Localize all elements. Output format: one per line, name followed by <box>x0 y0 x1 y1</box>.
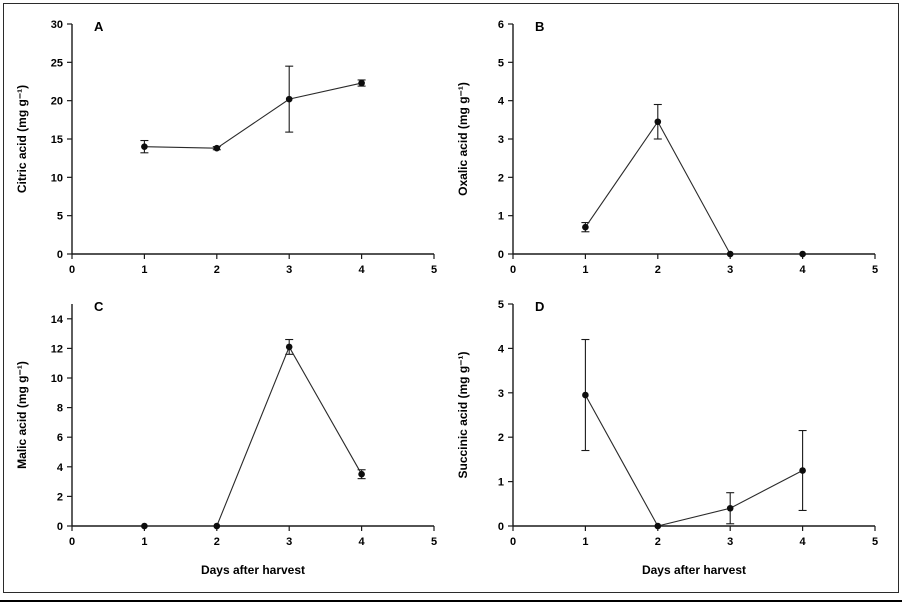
svg-text:1: 1 <box>582 264 588 276</box>
figure-frame: 0 1 2 3 4 5 0 5 10 15 20 25 30 Citric acid (mg g⁻¹) A … <box>3 3 899 593</box>
svg-text:5: 5 <box>431 264 437 276</box>
svg-text:Days after harvest: Days after harvest <box>201 563 305 577</box>
svg-text:1: 1 <box>498 211 504 223</box>
svg-text:0: 0 <box>69 536 75 548</box>
svg-text:2: 2 <box>498 432 504 444</box>
svg-text:2: 2 <box>655 264 661 276</box>
svg-text:Oxalic acid (mg g⁻¹): Oxalic acid (mg g⁻¹) <box>456 82 470 196</box>
panel-d-chart: 0 1 2 3 4 5 0 1 2 3 4 5 Succinic acid (mg g⁻¹) Days a… <box>456 299 878 577</box>
svg-text:0: 0 <box>69 264 75 276</box>
svg-text:3: 3 <box>286 536 292 548</box>
svg-text:4: 4 <box>498 343 505 355</box>
panel-a: 0 1 2 3 4 5 0 5 10 15 20 25 30 Citric acid (mg g⁻¹) A <box>10 8 451 288</box>
svg-text:15: 15 <box>51 134 63 146</box>
chart-grid: 0 1 2 3 4 5 0 5 10 15 20 25 30 Citric acid (mg g⁻¹) A … <box>10 8 892 586</box>
svg-text:14: 14 <box>51 314 64 326</box>
svg-text:2: 2 <box>214 536 220 548</box>
svg-text:4: 4 <box>498 96 505 108</box>
svg-text:0: 0 <box>57 249 63 261</box>
svg-text:4: 4 <box>57 462 64 474</box>
svg-text:3: 3 <box>727 264 733 276</box>
page-bottom-rule <box>0 600 902 602</box>
svg-text:12: 12 <box>51 343 63 355</box>
svg-text:Succinic acid (mg g⁻¹): Succinic acid (mg g⁻¹) <box>456 351 470 478</box>
svg-text:4: 4 <box>359 264 366 276</box>
svg-text:10: 10 <box>51 373 63 385</box>
svg-text:B: B <box>535 19 544 34</box>
svg-text:Malic acid (mg g⁻¹): Malic acid (mg g⁻¹) <box>15 361 29 469</box>
panel-a-chart: 0 1 2 3 4 5 0 5 10 15 20 25 30 Citric acid (mg g⁻¹) A <box>15 19 437 276</box>
svg-text:4: 4 <box>800 264 807 276</box>
svg-text:1: 1 <box>141 264 147 276</box>
svg-text:5: 5 <box>57 211 63 223</box>
svg-text:2: 2 <box>214 264 220 276</box>
svg-text:0: 0 <box>510 264 516 276</box>
svg-text:6: 6 <box>57 432 63 444</box>
svg-text:0: 0 <box>498 521 504 533</box>
svg-text:3: 3 <box>286 264 292 276</box>
svg-text:3: 3 <box>727 536 733 548</box>
svg-text:5: 5 <box>872 536 878 548</box>
svg-text:Citric acid (mg g⁻¹): Citric acid (mg g⁻¹) <box>15 85 29 193</box>
svg-text:6: 6 <box>498 19 504 31</box>
svg-text:5: 5 <box>498 57 504 69</box>
svg-text:0: 0 <box>510 536 516 548</box>
svg-text:A: A <box>94 19 104 34</box>
panel-b: 0 1 2 3 4 5 0 1 2 3 4 5 6 Oxalic acid (mg g⁻¹) B <box>451 8 892 288</box>
svg-text:Days after harvest: Days after harvest <box>642 563 746 577</box>
panel-c: 0 1 2 3 4 5 0 2 4 6 8 10 12 14 Malic acid (mg g⁻¹) Days… <box>10 288 451 586</box>
svg-text:5: 5 <box>431 536 437 548</box>
svg-text:2: 2 <box>57 491 63 503</box>
svg-text:8: 8 <box>57 403 63 415</box>
svg-text:0: 0 <box>498 249 504 261</box>
svg-text:1: 1 <box>498 477 504 489</box>
svg-text:5: 5 <box>872 264 878 276</box>
svg-text:30: 30 <box>51 19 63 31</box>
svg-text:4: 4 <box>359 536 366 548</box>
svg-text:D: D <box>535 299 544 314</box>
svg-text:5: 5 <box>498 299 504 311</box>
svg-text:10: 10 <box>51 172 63 184</box>
svg-text:3: 3 <box>498 388 504 400</box>
svg-text:1: 1 <box>141 536 147 548</box>
panel-d: 0 1 2 3 4 5 0 1 2 3 4 5 Succinic acid (mg g⁻¹) Days a… <box>451 288 892 586</box>
panel-b-chart: 0 1 2 3 4 5 0 1 2 3 4 5 6 Oxalic acid (mg g⁻¹) B <box>456 19 878 276</box>
svg-text:25: 25 <box>51 57 63 69</box>
svg-text:3: 3 <box>498 134 504 146</box>
svg-text:20: 20 <box>51 96 63 108</box>
svg-text:C: C <box>94 299 104 314</box>
svg-text:2: 2 <box>655 536 661 548</box>
svg-text:4: 4 <box>800 536 807 548</box>
svg-text:0: 0 <box>57 521 63 533</box>
svg-text:1: 1 <box>582 536 588 548</box>
svg-text:2: 2 <box>498 172 504 184</box>
